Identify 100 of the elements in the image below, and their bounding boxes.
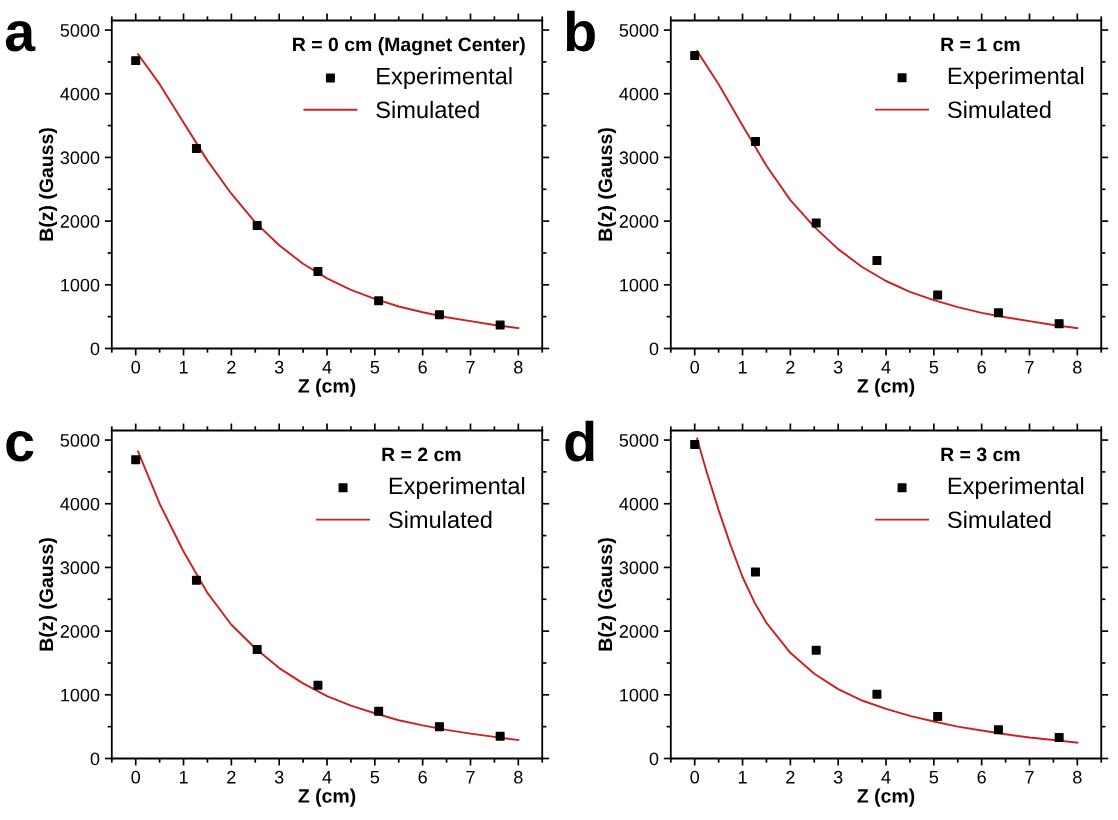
y-tick-label: 5000 [60, 433, 100, 447]
y-tick-label: 4000 [60, 497, 100, 511]
y-axis-title: B(z) (Gauss) [597, 538, 617, 651]
x-tick-label: 4 [322, 360, 332, 374]
point [811, 218, 821, 228]
point [131, 56, 141, 66]
y-tick-label: 2000 [619, 215, 659, 228]
point [252, 645, 262, 655]
y-tick-label: 3000 [619, 561, 659, 575]
x-tick-label: 5 [929, 770, 939, 784]
x-tick-label: 0 [690, 770, 700, 784]
legend-label: Experimental [389, 476, 525, 499]
x-tick-label: 8 [514, 360, 523, 374]
x-axis-title: Z (cm) [298, 788, 356, 807]
text: d [565, 420, 594, 462]
x-tick-label: 3 [274, 360, 284, 374]
point [993, 308, 1003, 318]
y-tick-label: 1000 [620, 688, 659, 702]
point [495, 320, 505, 330]
x-tick-label: 6 [977, 360, 986, 374]
x-tick-label: 8 [1073, 360, 1082, 374]
point [1054, 319, 1064, 329]
point [434, 722, 444, 732]
legend-title: R = 2 cm [382, 447, 461, 462]
x-tick-label: 4 [881, 360, 891, 374]
x-axis-title: Z (cm) [857, 378, 915, 397]
x-tick-label: 7 [1025, 360, 1034, 374]
legend-title: R = 1 cm [941, 37, 1020, 52]
y-tick-label: 3000 [619, 151, 659, 165]
y-tick-label: 0 [649, 342, 659, 356]
point [252, 221, 262, 231]
y-tick-label: 0 [90, 342, 100, 356]
x-tick-label: 4 [881, 770, 891, 784]
x-tick-label: 0 [690, 360, 700, 374]
x-tick-label: 7 [1025, 770, 1034, 784]
point [434, 310, 444, 320]
point [872, 689, 882, 699]
legend-label: Simulated [947, 100, 1051, 119]
x-tick-label: 1 [738, 770, 747, 784]
x-tick-label: 7 [466, 770, 475, 784]
y-tick-label: 2000 [60, 215, 100, 228]
point [191, 144, 201, 154]
y-axis-title: B(z) (Gauss) [597, 128, 617, 241]
y-tick-label: 2000 [619, 625, 659, 638]
x-axis-title: Z (cm) [298, 378, 356, 397]
legend-label: Simulated [388, 510, 492, 529]
y-axis-title: B(z) (Gauss) [38, 538, 58, 651]
x-tick-label: 5 [370, 360, 380, 374]
x-tick-label: 1 [738, 360, 747, 374]
y-tick-label: 2000 [60, 625, 100, 638]
x-tick-label: 1 [179, 360, 188, 374]
x-tick-label: 3 [274, 770, 284, 784]
text: a [5, 21, 36, 52]
legend-label: Experimental [377, 67, 512, 90]
point [313, 266, 323, 276]
point [993, 725, 1003, 735]
y-tick-label: 5000 [60, 23, 100, 37]
y-tick-label: 0 [90, 752, 100, 766]
x-tick-label: 6 [418, 770, 427, 784]
legend-label: Experimental [948, 66, 1084, 89]
y-tick-label: 1000 [61, 278, 100, 292]
x-tick-label: 6 [418, 360, 427, 374]
legend-label: Simulated [376, 100, 479, 119]
y-tick-label: 4000 [60, 87, 100, 101]
point [131, 455, 141, 465]
x-tick-label: 8 [1073, 770, 1082, 784]
y-tick-label: 0 [649, 752, 659, 766]
point [872, 256, 882, 266]
x-tick-label: 6 [977, 770, 986, 784]
x-tick-label: 1 [179, 770, 188, 784]
point [690, 51, 700, 61]
x-tick-label: 2 [227, 770, 236, 784]
y-tick-label: 5000 [619, 23, 659, 37]
x-tick-label: 2 [786, 360, 795, 374]
x-tick-label: 7 [466, 360, 475, 374]
y-tick-label: 5000 [619, 433, 659, 447]
x-tick-label: 4 [322, 770, 332, 784]
x-axis-title: Z (cm) [857, 788, 915, 807]
legend-title: R = 3 cm [941, 447, 1020, 462]
legend-label: Experimental [948, 476, 1084, 499]
x-tick-label: 0 [131, 360, 141, 374]
point [495, 731, 505, 741]
point [313, 680, 323, 690]
x-tick-label: 8 [514, 770, 523, 784]
point [750, 567, 760, 577]
point [690, 440, 700, 450]
point [191, 575, 201, 585]
legend-label: Simulated [947, 510, 1051, 529]
y-tick-label: 4000 [619, 497, 659, 511]
x-tick-label: 0 [131, 770, 141, 784]
x-tick-label: 3 [833, 770, 843, 784]
y-tick-label: 1000 [620, 278, 659, 292]
y-axis-title: B(z) (Gauss) [38, 128, 58, 241]
point [1054, 732, 1064, 742]
y-tick-label: 3000 [60, 561, 100, 575]
point [750, 137, 760, 147]
text: c [6, 431, 34, 462]
point [933, 711, 943, 721]
legend-title: R = 0 cm (Magnet Center) [293, 37, 525, 56]
text: b [566, 10, 595, 52]
